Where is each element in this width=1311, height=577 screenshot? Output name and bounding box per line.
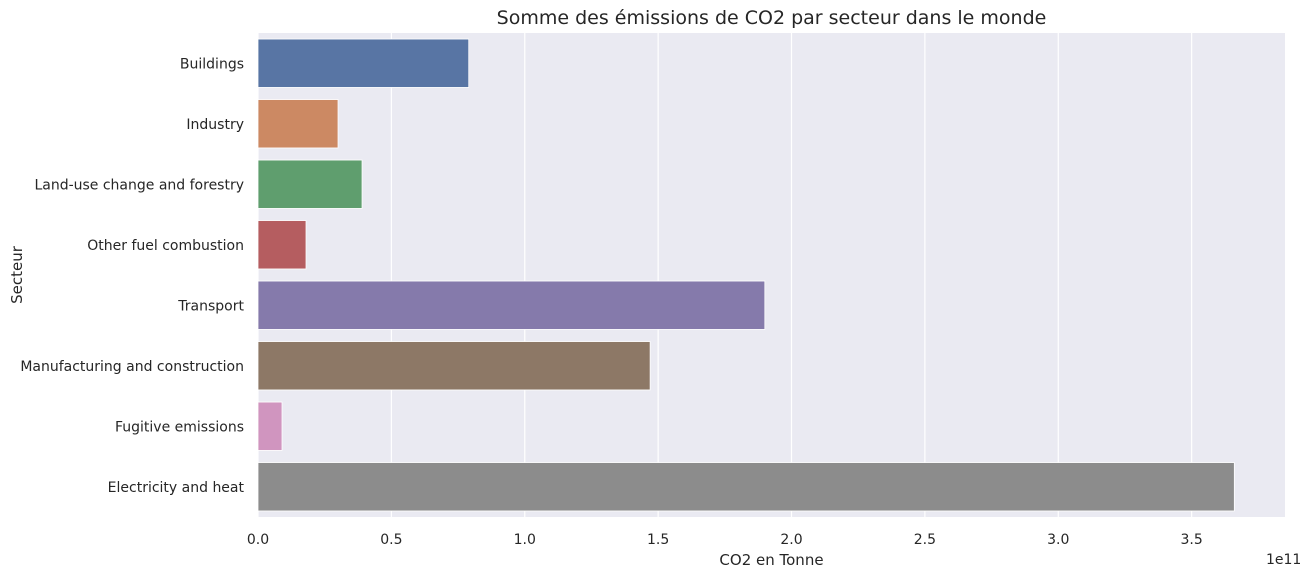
x-tick-label: 3.5 [1181, 532, 1203, 548]
x-tick-labels: 0.0 0.5 1.0 1.5 2.0 2.5 3.0 3.5 [247, 532, 1203, 548]
bar [257, 280, 766, 330]
bar [257, 462, 1235, 512]
y-tick-label: Transport [177, 298, 244, 314]
bar [257, 341, 651, 391]
y-tick-label: Land-use change and forestry [34, 177, 244, 193]
grid-lines [257, 33, 1193, 517]
bar [257, 38, 470, 88]
y-tick-label: Other fuel combustion [87, 238, 244, 254]
y-tick-label: Electricity and heat [108, 480, 245, 496]
x-tick-label: 0.0 [247, 532, 269, 548]
y-tick-label: Manufacturing and construction [20, 359, 244, 375]
bar [257, 220, 307, 270]
x-tick-label: 2.0 [780, 532, 802, 548]
x-axis-label: CO2 en Tonne [719, 551, 823, 569]
x-tick-label: 3.0 [1047, 532, 1069, 548]
bar [257, 99, 339, 149]
x-tick-label: 1.5 [647, 532, 669, 548]
x-tick-label: 1.0 [514, 532, 536, 548]
bar [257, 401, 283, 451]
y-tick-label: Buildings [180, 56, 244, 72]
bar [257, 159, 363, 209]
plot-area [258, 33, 1285, 517]
chart-title: Somme des émissions de CO2 par secteur d… [497, 7, 1047, 29]
y-tick-label: Industry [186, 117, 244, 133]
x-tick-label: 0.5 [380, 532, 402, 548]
y-tick-labels: Buildings Industry Land-use change and for… [20, 56, 244, 496]
bars [257, 38, 1235, 512]
x-axis-offset-label: 1e11 [1266, 552, 1301, 568]
y-axis-label: Secteur [8, 245, 26, 304]
y-tick-label: Fugitive emissions [115, 419, 244, 435]
x-tick-label: 2.5 [914, 532, 936, 548]
